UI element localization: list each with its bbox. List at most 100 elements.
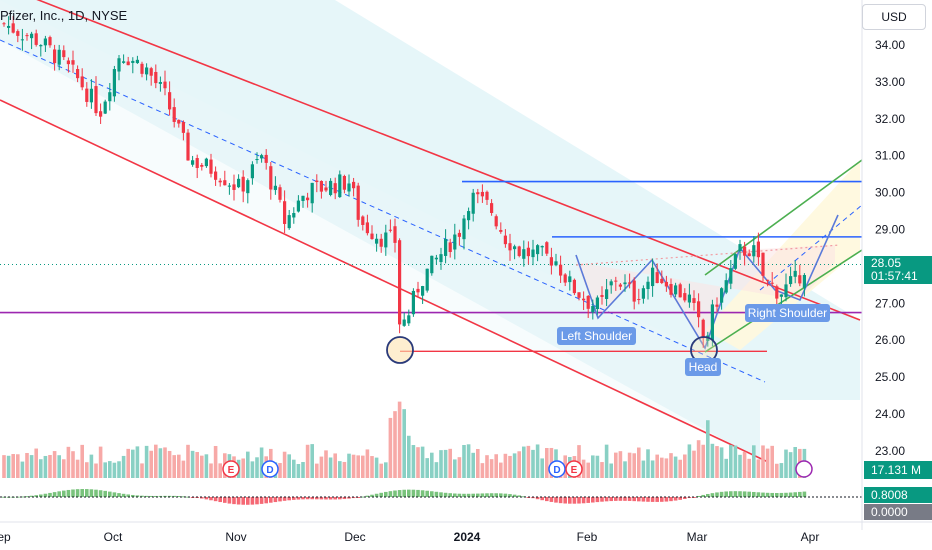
time-tick-label: 2024 (454, 530, 481, 544)
time-tick-label: Apr (801, 530, 820, 544)
indicator-bar (296, 497, 301, 500)
candle-body (89, 88, 93, 103)
currency-button[interactable]: USD (862, 4, 926, 30)
bar-countdown: 01:57:41 (871, 269, 918, 283)
candle-body (112, 69, 116, 97)
indicator-bar (370, 494, 374, 497)
candle-body (664, 281, 668, 287)
volume-bar (508, 455, 512, 478)
volume-bar (637, 447, 641, 478)
candle-body (48, 37, 52, 46)
candle-body (356, 185, 360, 220)
price-tick-label: 23.00 (875, 444, 905, 458)
time-tick-label: Sep (0, 530, 11, 544)
candle-body (158, 82, 162, 84)
candle-body (609, 281, 613, 286)
indicator-bar (388, 491, 393, 497)
indicator-bar (466, 493, 471, 497)
candle-body (260, 155, 264, 159)
indicator-bar (632, 497, 636, 502)
volume-bar (604, 444, 609, 478)
indicator-bar (683, 497, 687, 499)
indicator-bar (374, 493, 379, 497)
candle-body (20, 39, 24, 41)
candle-body (793, 270, 797, 277)
indicator-bar (259, 497, 264, 504)
candle-body (122, 61, 126, 63)
indicator-bar (126, 494, 130, 497)
candle-body (674, 285, 678, 295)
indicator-bar (568, 497, 572, 504)
indicator-bar (232, 497, 236, 505)
volume-bar (213, 445, 218, 478)
candle-body (425, 268, 429, 291)
volume-bar (673, 456, 678, 478)
volume-bar (158, 448, 163, 478)
candle-body (494, 216, 498, 227)
volume-bar (517, 451, 521, 478)
volume-bar (453, 459, 457, 478)
indicator-bar (471, 493, 475, 497)
candle-body (522, 249, 526, 259)
volume-bar (581, 459, 586, 478)
last-price-tag: 28.05 01:57:41 (864, 256, 932, 284)
volume-bars (2, 401, 807, 478)
indicator-bar (641, 497, 646, 502)
head-label: Head (689, 360, 718, 374)
candle-body (195, 158, 199, 169)
volume-bar (338, 461, 342, 478)
volume-bar (186, 444, 190, 478)
candle-body (715, 304, 719, 307)
volume-bar (250, 461, 255, 478)
candle-body (347, 183, 351, 192)
candle-body (526, 247, 530, 257)
indicator-bar (724, 491, 728, 497)
candles (2, 16, 806, 348)
candle-body (540, 246, 544, 248)
dividend-badge-ring (548, 460, 566, 478)
candle-body (264, 154, 268, 163)
indicator-bar (287, 497, 291, 501)
candle-body (246, 180, 250, 194)
candle-body (467, 211, 471, 221)
volume-bar (466, 444, 471, 478)
candle-body (517, 246, 521, 256)
indicator-bar (204, 497, 209, 500)
price-tick-label: 24.00 (875, 407, 905, 421)
volume-bar (788, 452, 793, 478)
indicator-bar (269, 497, 273, 503)
indicator-bar (250, 497, 255, 505)
candle-body (591, 305, 595, 313)
indicator-bar (328, 497, 333, 500)
candle-body (269, 166, 273, 190)
indicator-bar (747, 491, 751, 497)
volume-bar (361, 455, 365, 478)
volume-bar (356, 455, 360, 478)
indicator-bar (701, 494, 705, 497)
volume-bar (577, 445, 581, 478)
indicator-bar (462, 493, 466, 497)
volume-bar (512, 453, 517, 478)
indicator-bar (623, 497, 627, 501)
volume-bar (57, 455, 61, 478)
candle-body (338, 174, 342, 198)
indicator-bar (163, 495, 167, 497)
indicator-bar (71, 489, 75, 497)
left-shoulder-label: Left Shoulder (561, 329, 632, 343)
volume-bar (305, 444, 310, 478)
candle-body (549, 257, 553, 266)
indicator-bar (545, 497, 549, 502)
candle-body (204, 158, 208, 167)
indicator-bar (172, 495, 176, 497)
price-tick-label: 26.00 (875, 333, 905, 347)
volume-bar (397, 401, 402, 478)
volume-bar (623, 461, 627, 478)
indicator-bar (52, 492, 57, 497)
indicator-bar (301, 497, 305, 500)
candle-body (595, 297, 599, 310)
volume-bar (342, 461, 347, 478)
candle-body (568, 276, 572, 283)
dividend-badge: D (553, 465, 560, 476)
candle-body (255, 159, 259, 161)
